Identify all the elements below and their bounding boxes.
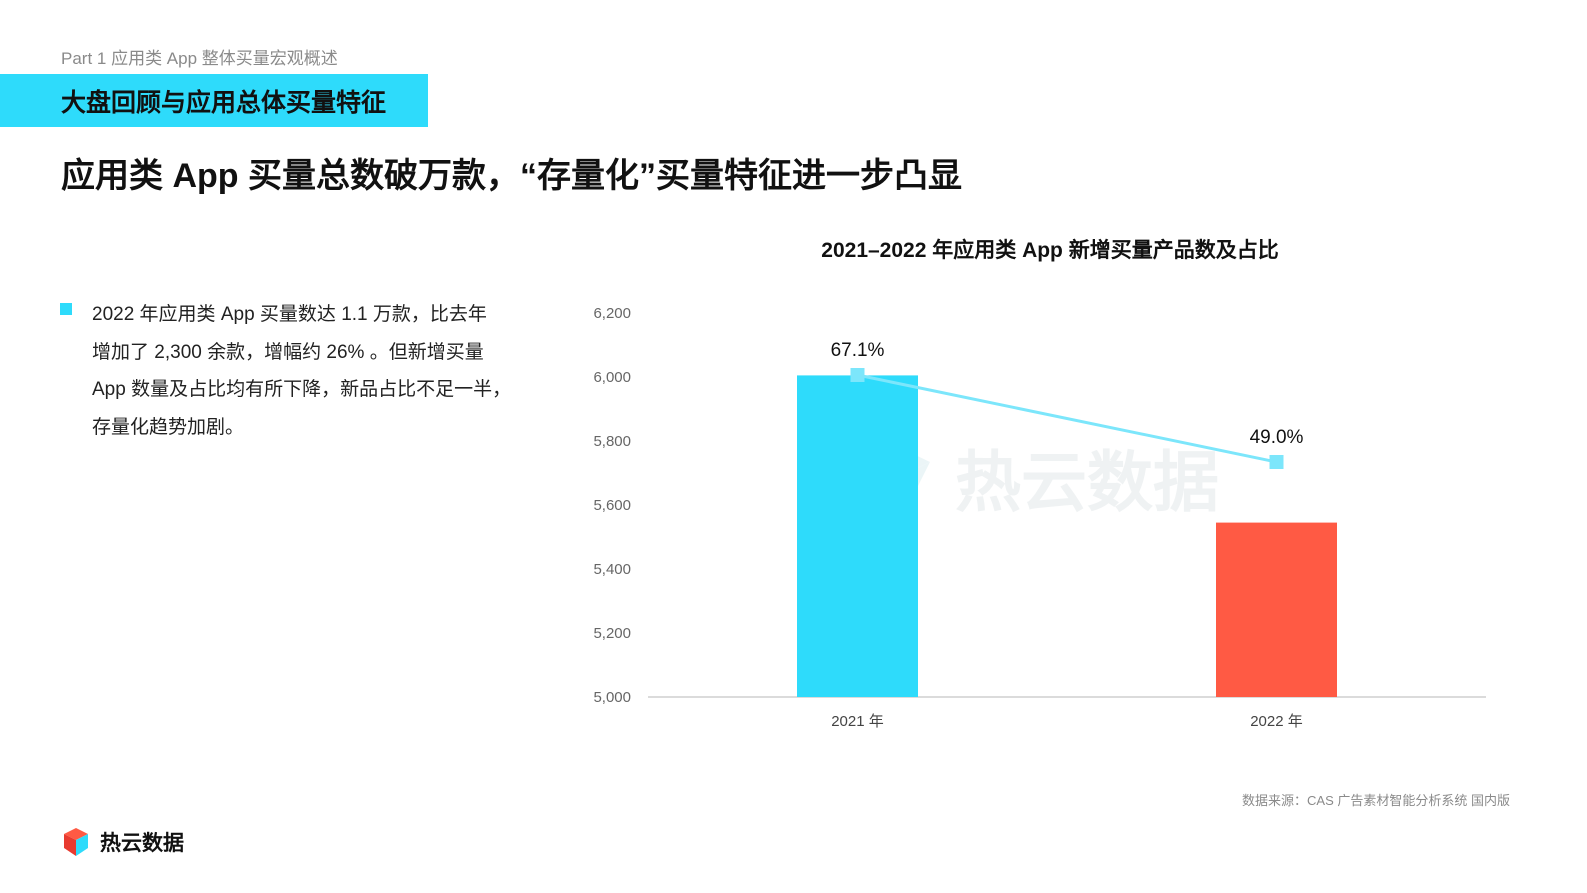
share-line [857, 373, 1277, 464]
y-tick-label: 6,200 [593, 305, 631, 322]
bullet-point: 2022 年应用类 App 买量数达 1.1 万款，比去年 增加了 2,300 … [60, 296, 530, 446]
bullet-text: 2022 年应用类 App 买量数达 1.1 万款，比去年 增加了 2,300 … [92, 296, 530, 446]
bar [797, 375, 918, 697]
data-label: 49.0% [1250, 427, 1304, 448]
chart: 热云数据 5,000 5,200 5,400 5,600 5,800 6,000 6,200 2… [593, 305, 1486, 730]
data-label: 67.1% [831, 340, 885, 361]
logo-icon [64, 828, 88, 856]
y-tick-label: 6,000 [593, 369, 631, 386]
bullet-line: 存量化趋势加剧。 [92, 416, 245, 438]
logo-text: 热云数据 [100, 832, 184, 855]
part-label: Part 1 应用类 App 整体买量宏观概述 [61, 49, 338, 68]
bullet-line: App 数量及占比均有所下降，新品占比不足一半， [92, 379, 512, 400]
page-headline: 应用类 App 买量总数破万款，“存量化”买量特征进一步凸显 [61, 157, 962, 195]
y-tick-label: 5,000 [593, 689, 631, 706]
bullet-line: 增加了 2,300 余款，增幅约 26% 。但新增买量 [92, 341, 484, 363]
y-tick-label: 5,400 [593, 561, 631, 578]
y-tick-label: 5,800 [593, 433, 631, 450]
line-point [850, 368, 865, 382]
bullet-line: 2022 年应用类 App 买量数达 1.1 万款，比去年 [92, 304, 487, 325]
bullet-square-icon [60, 303, 72, 315]
section-title: 大盘回顾与应用总体买量特征 [61, 88, 387, 117]
y-tick-label: 5,600 [593, 497, 631, 514]
section-banner: 大盘回顾与应用总体买量特征 [0, 74, 428, 127]
logo: 热云数据 [60, 826, 184, 858]
line-point [1269, 455, 1284, 469]
y-tick-label: 5,200 [593, 625, 631, 642]
x-tick-label: 2022 年 [1250, 713, 1303, 730]
watermark-text: 热云数据 [955, 444, 1219, 521]
data-source: 数据来源：CAS 广告素材智能分析系统 国内版 [1242, 793, 1510, 808]
x-tick-label: 2021 年 [831, 713, 884, 730]
chart-title: 2021–2022 年应用类 App 新增买量产品数及占比 [821, 239, 1279, 262]
bar [1216, 522, 1337, 697]
